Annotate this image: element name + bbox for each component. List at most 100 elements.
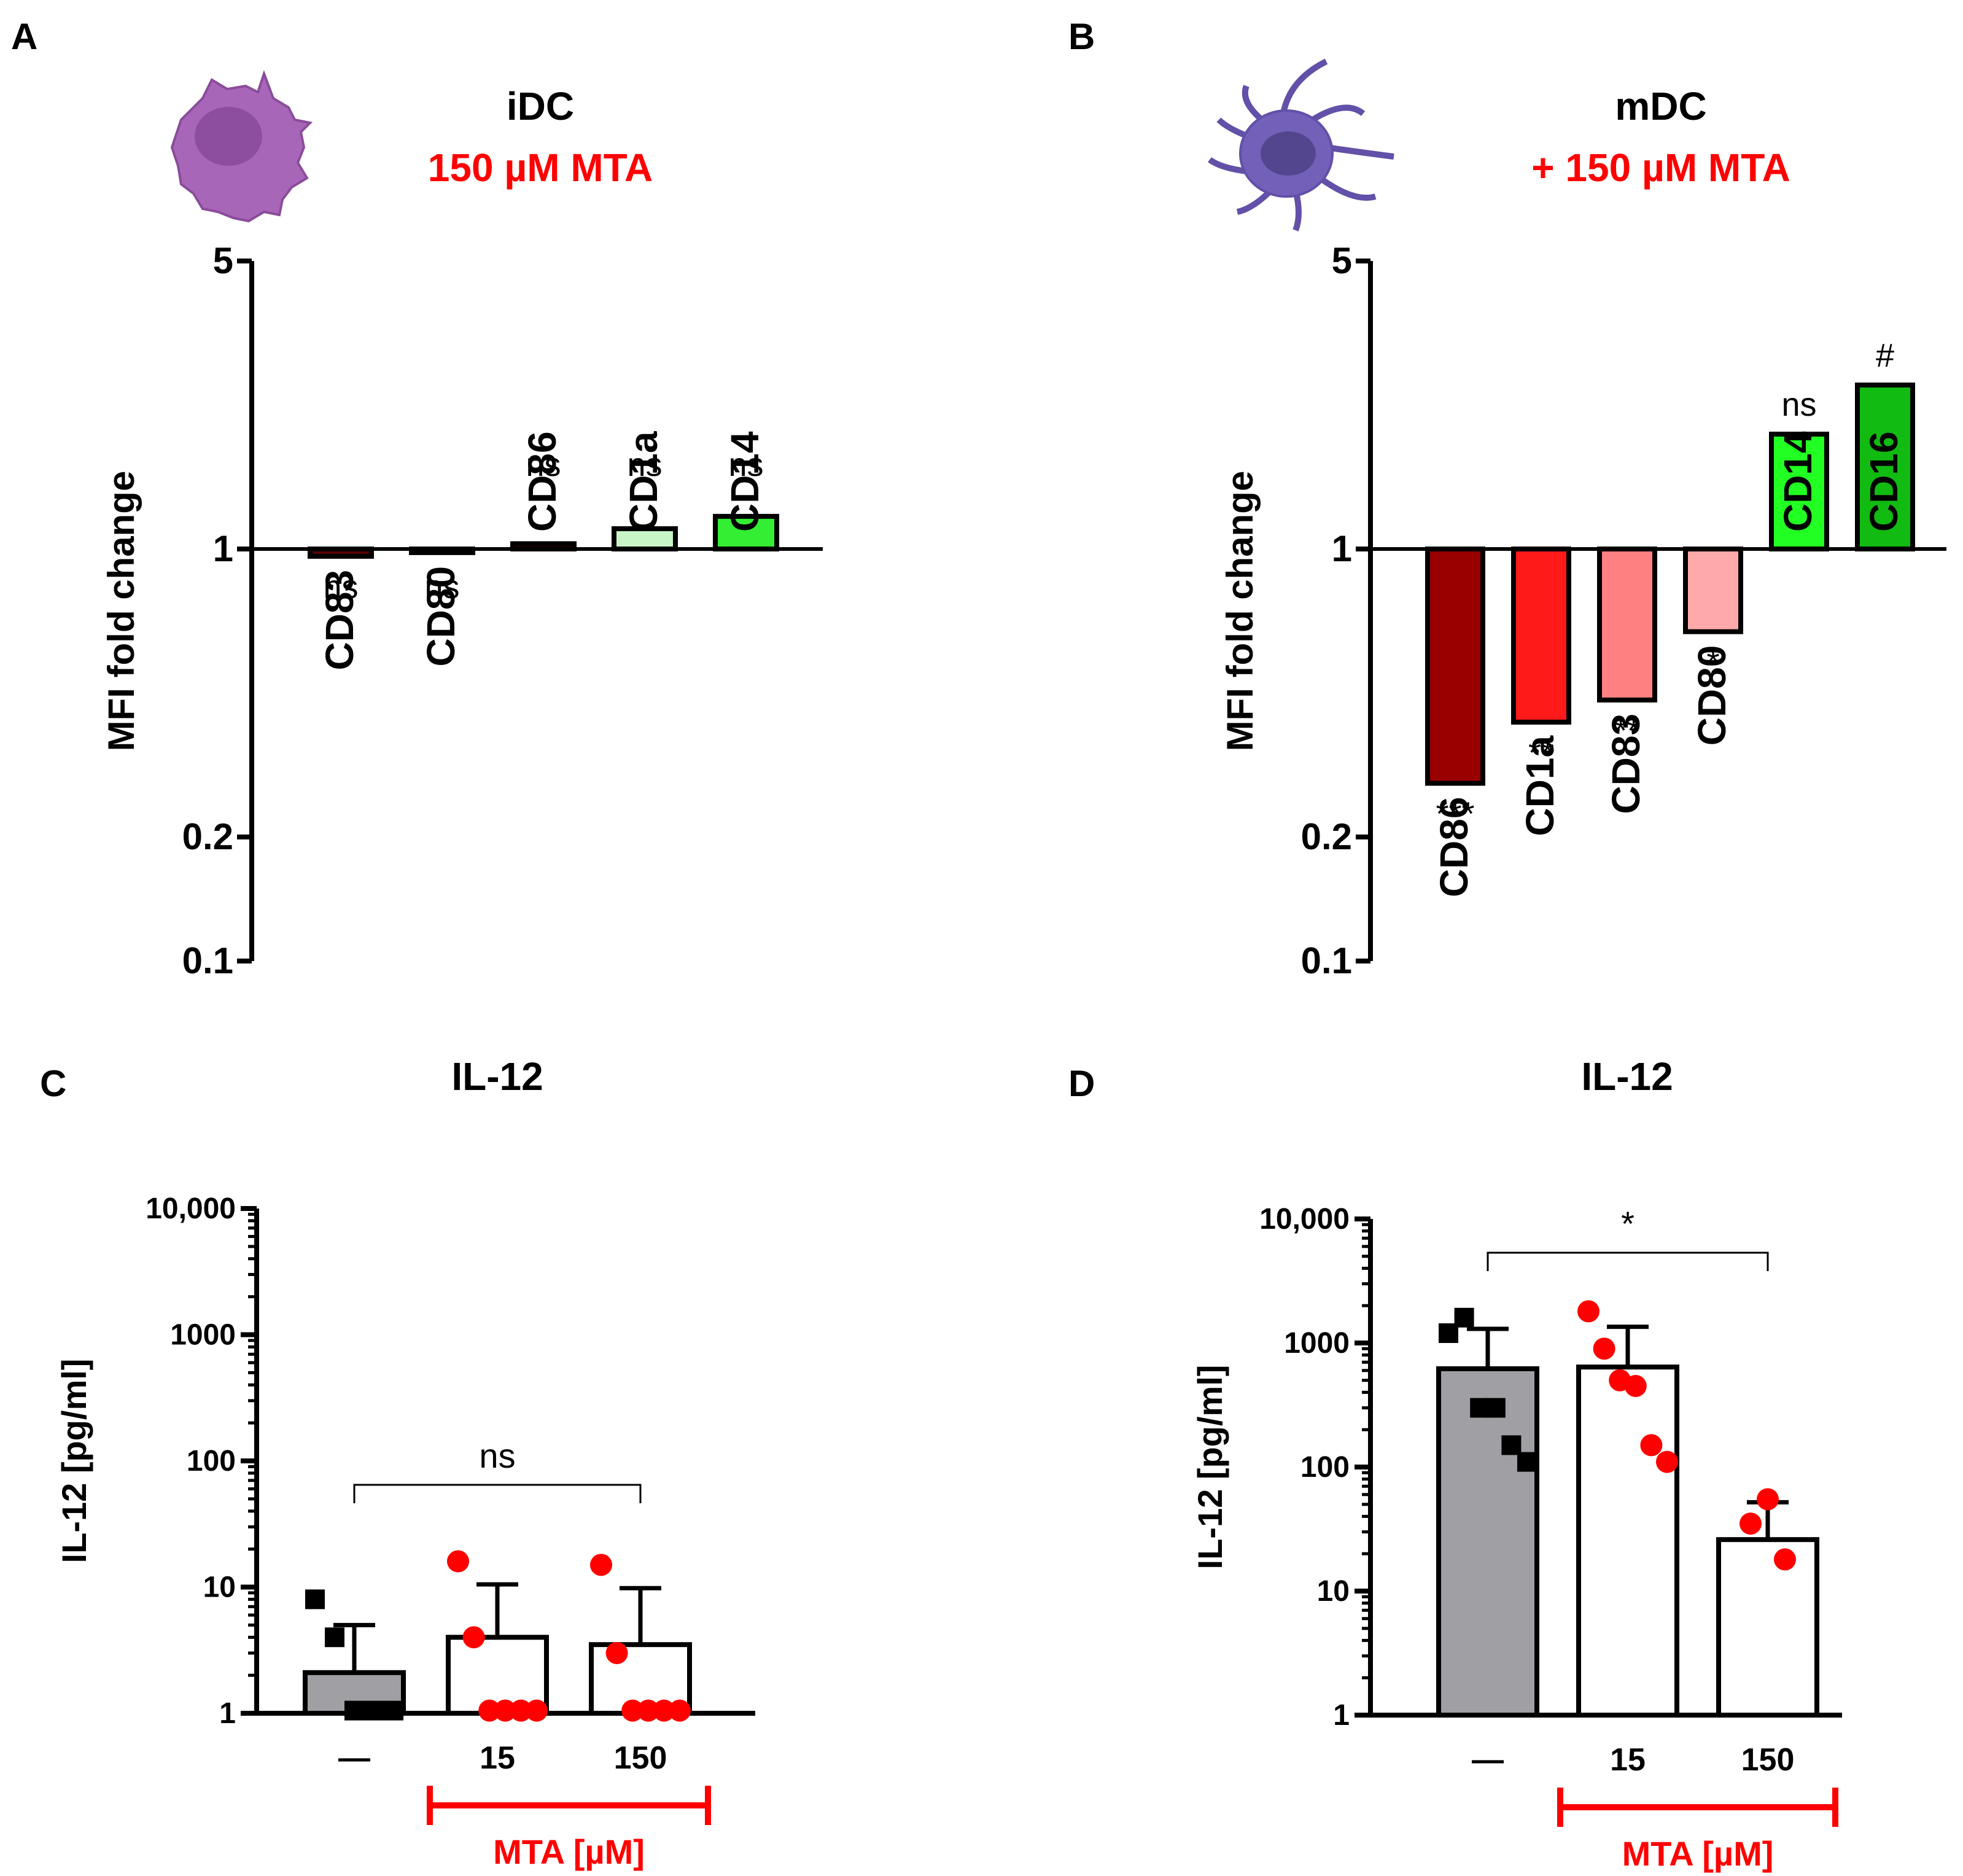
data-point	[1454, 1307, 1474, 1328]
x-tick-label: 15	[1610, 1742, 1646, 1778]
data-point	[1593, 1337, 1615, 1360]
data-point	[637, 1699, 659, 1722]
bar	[1597, 547, 1657, 703]
significance-label: ns	[323, 569, 358, 605]
data-point	[494, 1699, 516, 1722]
data-point	[1624, 1375, 1647, 1398]
y-axis-label: MFI fold change	[101, 471, 142, 752]
bar	[409, 547, 475, 555]
data-point	[510, 1699, 532, 1722]
y-axis-label: IL-12 [pg/ml]	[55, 1359, 93, 1563]
x-tick-label: 15	[480, 1740, 515, 1776]
y-axis-label: MFI fold change	[1219, 471, 1261, 752]
bar	[1716, 1537, 1819, 1718]
y-tick-label: 1	[213, 528, 233, 569]
y-tick-label: 1	[1332, 528, 1352, 569]
y-tick-label: 10	[203, 1571, 236, 1604]
chart-subtitle: + 150 µM MTA	[1531, 146, 1790, 190]
y-tick-label: 1	[219, 1697, 236, 1730]
data-point	[526, 1699, 548, 1722]
chart-title: mDC	[1615, 84, 1706, 128]
y-axis-label: IL-12 [pg/ml]	[1191, 1365, 1229, 1570]
data-point	[653, 1699, 675, 1722]
significance-label: *	[1706, 644, 1719, 681]
y-tick-label: 1	[1333, 1699, 1350, 1732]
bar	[1511, 547, 1571, 725]
data-point	[590, 1554, 612, 1576]
y-tick-label: 1000	[1284, 1327, 1350, 1360]
bar-category-label: CD1a	[621, 431, 666, 532]
data-point	[1501, 1435, 1522, 1455]
chart-panel-b: mDC + 150 µM MTA 0.1 0.2 1 5 MFI fold change CD…	[1219, 84, 1946, 981]
significance-label: ns	[627, 446, 662, 483]
bar-category-label: CD83	[1604, 714, 1648, 814]
chart-panel-a: iDC 150 µM MTA 0.1 0.2 1 5 MFI fold change CD83…	[101, 84, 823, 981]
y-tick-label: 10,000	[1259, 1203, 1350, 1236]
bar-category-label: CD1a	[1518, 736, 1562, 836]
data-point	[462, 1626, 485, 1649]
significance-label: ***	[1436, 796, 1474, 833]
panel-letter-c: C	[40, 1063, 66, 1104]
data-point	[1640, 1434, 1663, 1457]
significance-label: #	[1876, 337, 1894, 374]
bar	[1576, 1364, 1679, 1718]
significance-label: *	[1621, 1204, 1635, 1243]
significance-label: ns	[728, 446, 763, 483]
data-point	[305, 1589, 325, 1609]
data-point	[1757, 1488, 1779, 1511]
chart-panel-c: IL-12 1 10 100 1000 10,000 IL-12 [pg/ml] — 15 150…	[55, 1054, 755, 1871]
chart-title: IL-12	[1581, 1054, 1673, 1099]
data-point	[447, 1550, 469, 1573]
bar	[308, 547, 374, 559]
y-tick-label: 10,000	[146, 1193, 236, 1225]
data-point	[669, 1699, 691, 1722]
data-point	[364, 1700, 384, 1721]
bar-category-label: CD83	[317, 570, 362, 671]
y-tick-label: 0.1	[1301, 940, 1352, 981]
chart-panel-d: IL-12 1 10 100 1000 10,000 IL-12 [pg/ml] — 15 150…	[1191, 1054, 1842, 1873]
panel-letter-d: D	[1068, 1063, 1095, 1104]
data-point	[1656, 1450, 1678, 1473]
significance-label: ns	[424, 569, 459, 605]
data-point	[605, 1641, 628, 1664]
bar	[1683, 547, 1743, 634]
bar-category-label: CD86	[520, 431, 564, 532]
chart-title: iDC	[507, 84, 574, 128]
bar	[612, 526, 678, 552]
data-point	[344, 1700, 364, 1721]
y-tick-label: 1000	[170, 1319, 236, 1352]
bar-category-label: CD14	[723, 431, 767, 532]
bar-category-label: CD80	[1690, 645, 1734, 746]
bar	[1855, 382, 1915, 552]
significance-label: ns	[479, 1436, 515, 1475]
y-tick-label: 5	[213, 240, 233, 281]
group-bracket	[427, 1786, 711, 1825]
significance-label: ns	[526, 446, 561, 483]
significance-label: **	[1614, 712, 1640, 749]
y-tick-label: 10	[1317, 1575, 1350, 1608]
bar	[1425, 547, 1485, 786]
y-tick-label: 0.2	[1301, 816, 1352, 857]
data-point	[1485, 1398, 1506, 1418]
group-label: MTA [µM]	[493, 1832, 645, 1871]
y-tick-label: 100	[187, 1445, 236, 1477]
data-point	[1739, 1512, 1762, 1535]
y-tick-label: 100	[1300, 1451, 1350, 1484]
data-point	[1517, 1452, 1537, 1472]
dendritic-cell-icon	[170, 70, 313, 223]
data-point	[384, 1700, 403, 1721]
y-tick-label: 0.2	[182, 816, 233, 857]
panel-letter-a: A	[11, 16, 37, 57]
x-tick-label: 150	[1741, 1742, 1795, 1778]
significance-bracket	[353, 1484, 642, 1503]
significance-bracket	[1487, 1251, 1769, 1271]
x-tick-label: 150	[614, 1740, 667, 1776]
data-point	[325, 1627, 344, 1648]
bar	[1436, 1366, 1539, 1718]
chart-subtitle: 150 µM MTA	[428, 146, 653, 190]
bar	[1769, 431, 1829, 552]
bar	[510, 541, 577, 552]
x-tick-label: —	[338, 1740, 370, 1776]
data-point	[621, 1699, 644, 1722]
bar	[713, 513, 779, 552]
